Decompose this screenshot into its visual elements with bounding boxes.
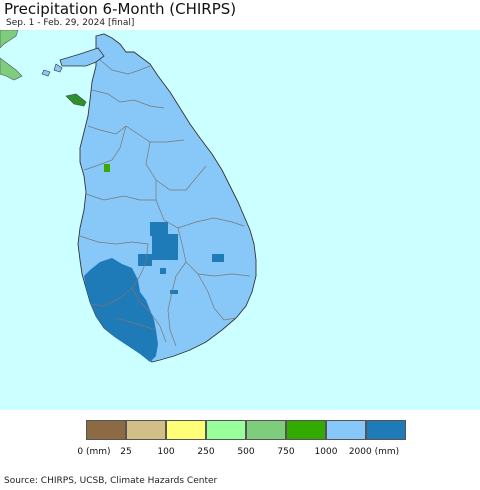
india-landmass [0, 30, 19, 49]
legend-label-2: 100 [157, 447, 175, 457]
heavy-rain-patch-small-3 [96, 268, 102, 274]
heavy-rain-patch-small [160, 268, 166, 274]
legend-swatch-5 [286, 420, 326, 440]
india-peninsula-tip [0, 57, 23, 81]
legend-label-0: 0 (mm) [77, 447, 111, 457]
legend-label-3: 250 [197, 447, 215, 457]
legend-swatch-7 [366, 420, 406, 440]
northern-islets [41, 63, 63, 77]
legend-label-6: 1000 [314, 447, 338, 457]
district-boundaries [79, 59, 251, 347]
legend-label-7: 2000 (mm) [348, 447, 400, 457]
legend-swatch-0 [86, 420, 126, 440]
map-frame [0, 30, 480, 410]
precipitation-map [0, 30, 480, 410]
heavy-rain-patch-central-2 [152, 234, 178, 260]
heavy-rain-region-southwest [84, 258, 158, 362]
legend-swatch-2 [166, 420, 206, 440]
legend-label-5: 750 [277, 447, 295, 457]
moderate-rain-patch [104, 164, 110, 172]
heavy-rain-patch-central-1 [150, 222, 168, 236]
source-credit: Source: CHIRPS, UCSB, Climate Hazards Ce… [4, 476, 218, 486]
legend-swatch-1 [126, 420, 166, 440]
legend-swatch-4 [246, 420, 286, 440]
legend-swatch-3 [206, 420, 246, 440]
heavy-rain-patch-central-3 [138, 254, 152, 266]
map-subtitle: Sep. 1 - Feb. 29, 2024 [final] [6, 18, 135, 28]
jaffna-peninsula [59, 47, 105, 67]
heavy-rain-patch-east [212, 254, 224, 262]
mannar-island [65, 93, 87, 107]
heavy-rain-patch-small-2 [170, 290, 178, 294]
map-title: Precipitation 6-Month (CHIRPS) [4, 0, 237, 18]
legend-label-1: 25 [120, 447, 132, 457]
legend-label-4: 500 [237, 447, 255, 457]
legend-swatch-6 [326, 420, 366, 440]
